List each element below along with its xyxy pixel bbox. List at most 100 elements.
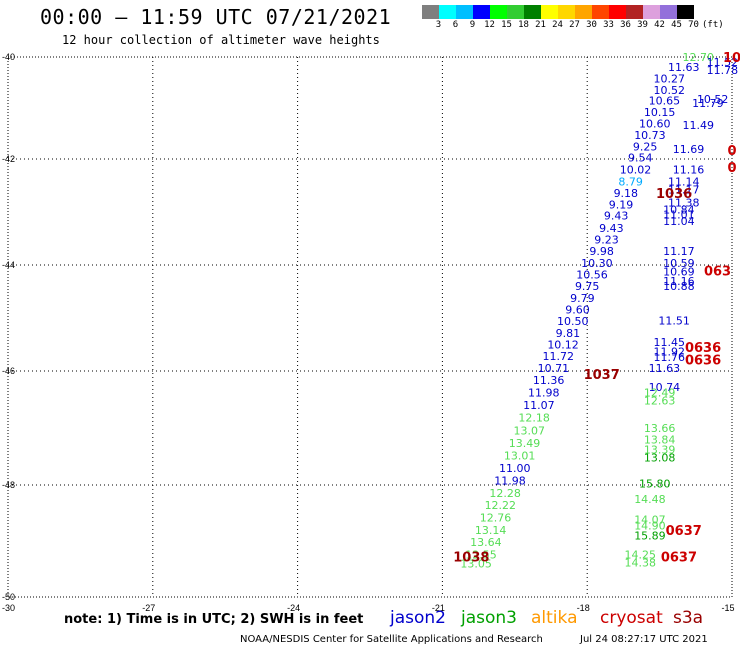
wave-height-value: 10.74 bbox=[649, 381, 681, 394]
wave-height-value: 10.88 bbox=[663, 280, 695, 293]
footer-credit: NOAA/NESDIS Center for Satellite Applica… bbox=[240, 634, 543, 645]
wave-height-value: 11.36 bbox=[533, 374, 565, 387]
lon-tick-label: -21 bbox=[432, 603, 445, 613]
wave-height-value: 9.43 bbox=[604, 210, 629, 223]
wave-height-value: 10.52 bbox=[654, 84, 686, 97]
wave-height-value: 9.79 bbox=[570, 292, 595, 305]
wave-height-value: 15.80 bbox=[639, 477, 671, 490]
pass-time-label: 0 bbox=[727, 144, 736, 159]
scale-label-5: 18 bbox=[518, 20, 529, 30]
wave-height-value: 12.70 bbox=[682, 51, 714, 64]
wave-height-value: 11.38 bbox=[668, 196, 700, 209]
wave-height-value: 11.17 bbox=[663, 245, 695, 258]
scale-swatch-1 bbox=[439, 5, 456, 19]
lon-tick-label: -24 bbox=[287, 603, 300, 613]
wave-height-value: 11.00 bbox=[499, 462, 531, 475]
pass-time-label: 1038 bbox=[453, 551, 489, 566]
wave-height-value: 10.15 bbox=[644, 106, 676, 119]
wave-height-value: 9.23 bbox=[594, 234, 619, 247]
scale-swatch-15 bbox=[677, 5, 694, 19]
lat-tick-label: -40 bbox=[2, 52, 15, 62]
wave-height-value: 9.60 bbox=[565, 304, 590, 317]
wave-height-value: 11.63 bbox=[668, 61, 700, 74]
legend-jason2: jason2 bbox=[390, 608, 446, 628]
scale-swatch-12 bbox=[626, 5, 643, 19]
scale-label-4: 15 bbox=[501, 20, 512, 30]
wave-height-value: 9.54 bbox=[628, 151, 653, 164]
lat-tick-label: -42 bbox=[2, 154, 15, 164]
wave-height-value: 9.81 bbox=[556, 327, 581, 340]
scale-label-14: 45 bbox=[671, 20, 682, 30]
pass-time-label: 0637 bbox=[666, 524, 702, 539]
wave-height-value: 12.76 bbox=[480, 511, 512, 524]
pass-time-label: 0637 bbox=[661, 551, 697, 566]
wave-height-value: 12.22 bbox=[485, 499, 517, 512]
scale-label-0: 3 bbox=[435, 20, 442, 30]
pass-time-label: 1036 bbox=[656, 187, 692, 202]
wave-height-value: 13.05 bbox=[460, 557, 492, 570]
wave-height-value: 14.48 bbox=[634, 493, 666, 506]
wave-height-value: 14.25 bbox=[625, 548, 657, 561]
wave-height-value: 11.01 bbox=[663, 209, 695, 222]
wave-height-value: 9.98 bbox=[589, 245, 614, 258]
wave-height-value: 9.75 bbox=[575, 280, 600, 293]
wave-height-value: 11.92 bbox=[654, 345, 686, 358]
pass-time-label: 0 bbox=[727, 161, 736, 176]
scale-swatch-4 bbox=[490, 5, 507, 19]
scale-swatch-10 bbox=[592, 5, 609, 19]
lon-tick-label: -30 bbox=[2, 603, 15, 613]
wave-height-value: 11.04 bbox=[663, 215, 695, 228]
scale-swatch-0 bbox=[422, 5, 439, 19]
wave-height-value: 13.07 bbox=[514, 424, 546, 437]
scale-label-2: 9 bbox=[469, 20, 476, 30]
scale-label-12: 39 bbox=[637, 20, 648, 30]
legend-altika: altika bbox=[531, 608, 578, 628]
scale-label-7: 24 bbox=[552, 20, 563, 30]
scale-label-3: 12 bbox=[484, 20, 495, 30]
lon-tick-label: -15 bbox=[721, 603, 734, 613]
wave-height-value: 10.59 bbox=[663, 257, 695, 270]
wave-height-value: 13.84 bbox=[644, 433, 676, 446]
wave-height-value: 12.28 bbox=[489, 487, 521, 500]
wave-height-value: 10.84 bbox=[663, 203, 695, 216]
wave-height-value: 9.25 bbox=[633, 140, 658, 153]
scale-label-1: 6 bbox=[452, 20, 459, 30]
pass-time-label: 10 bbox=[723, 51, 740, 66]
scale-label-15: 70 bbox=[688, 20, 699, 30]
scale-swatch-2 bbox=[456, 5, 473, 19]
wave-height-value: 10.27 bbox=[654, 72, 686, 85]
note-text: note: 1) Time is in UTC; 2) SWH is in fe… bbox=[64, 612, 364, 627]
wave-height-value: 12.55 bbox=[465, 548, 497, 561]
scale-swatch-14 bbox=[660, 5, 677, 19]
lat-tick-label: -48 bbox=[2, 480, 15, 490]
scale-label-13: 42 bbox=[654, 20, 665, 30]
pass-time-label: 063 bbox=[704, 264, 731, 279]
wave-height-value: 13.49 bbox=[509, 437, 541, 450]
wave-height-value: 12.18 bbox=[518, 412, 550, 425]
legend-jason3: jason3 bbox=[461, 608, 517, 628]
lat-tick-label: -46 bbox=[2, 366, 15, 376]
scale-label-8: 27 bbox=[569, 20, 580, 30]
wave-height-value: 11.98 bbox=[528, 387, 560, 400]
wave-height-value: 11.78 bbox=[707, 64, 739, 77]
wave-height-value: 11.79 bbox=[692, 97, 724, 110]
wave-height-value: 9.18 bbox=[614, 187, 639, 200]
wave-height-value: 11.16 bbox=[663, 275, 695, 288]
wave-height-value: 11.45 bbox=[654, 336, 686, 349]
scale-label-9: 30 bbox=[586, 20, 597, 30]
scale-swatch-8 bbox=[558, 5, 575, 19]
lat-tick-label: -50 bbox=[2, 592, 15, 602]
scale-label-16: (ft) bbox=[702, 20, 724, 30]
footer-timestamp: Jul 24 08:27:17 UTC 2021 bbox=[580, 634, 708, 645]
wave-height-value: 10.56 bbox=[576, 269, 608, 282]
wave-height-value: 10.73 bbox=[634, 129, 666, 142]
wave-height-value: 9.43 bbox=[599, 222, 624, 235]
wave-height-value: 10.52 bbox=[697, 93, 729, 106]
wave-height-value: 11.07 bbox=[523, 399, 555, 412]
wave-height-value: 10.12 bbox=[547, 339, 579, 352]
page-subtitle: 12 hour collection of altimeter wave hei… bbox=[62, 33, 380, 47]
wave-height-value: 14.90 bbox=[634, 519, 666, 532]
scale-swatch-9 bbox=[575, 5, 592, 19]
